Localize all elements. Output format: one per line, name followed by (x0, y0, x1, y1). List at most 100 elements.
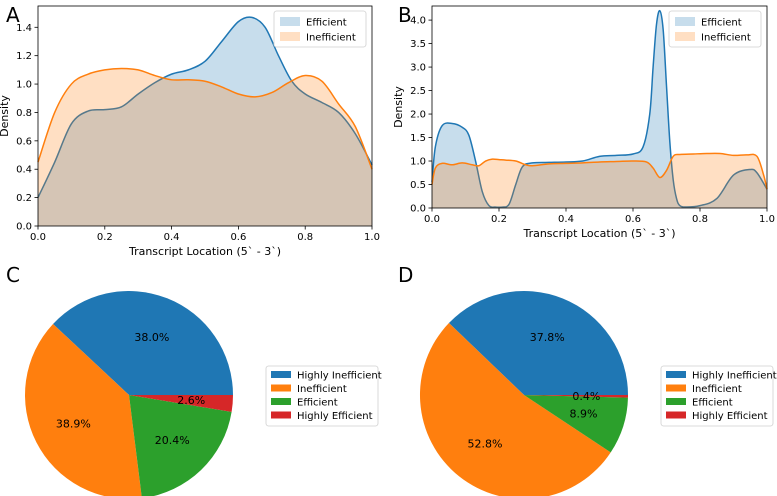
panel-a-y-tick-label: 0.4 (16, 165, 32, 176)
panel-d-legend-label-highly-efficient: Highly Efficient (692, 411, 768, 422)
panel-b-legend-label-efficient: Efficient (701, 18, 742, 29)
panel-b-inefficient-line (431, 152, 768, 190)
panel-b-efficient-line (431, 9, 768, 209)
panel-d-letter: D (398, 263, 413, 287)
panel-b-density-chart: B 0.0 0.2 0.4 0.6 0.8 1.0 0.0 0.5 1.0 1.5 2.0 2.5 3.… (392, 3, 775, 240)
panel-a-y-tick-label: 0.0 (16, 222, 32, 233)
panel-a-legend-swatch-inefficient (280, 32, 300, 41)
panel-c-letter: C (6, 263, 20, 287)
panel-c-legend-label-inefficient: Inefficient (297, 384, 347, 395)
panel-a-inefficient-fill (38, 68, 372, 226)
panel-b-x-axis-label: Transcript Location (5` - 3`) (522, 227, 675, 240)
panel-a-legend-box (273, 10, 367, 48)
panel-a-legend: Efficient Inefficient (273, 10, 367, 48)
panel-d-legend-swatch-highly-efficient (666, 411, 686, 419)
panel-b-axes-frame (431, 5, 768, 209)
panel-b-y-tick-label: 0.5 (410, 180, 426, 191)
panel-c-slice-label-highly-inefficient: 38.0% (134, 331, 169, 344)
panel-d-legend-label-inefficient: Inefficient (692, 384, 742, 395)
panel-d-pie-chart: D 37.8% 52.8% 8.9% 0.4% Highly Inefficient I… (398, 263, 777, 496)
panel-b-x-tick-label: 0.8 (692, 214, 708, 225)
panel-c-slice-highly-efficient (129, 395, 233, 412)
panel-c-slice-inefficient (25, 323, 142, 496)
panel-b-legend-box (668, 10, 762, 48)
panel-d-slice-efficient (524, 395, 628, 453)
panel-c-legend-label-highly-efficient: Highly Efficient (297, 411, 373, 422)
panel-a-legend-swatch-efficient (280, 17, 300, 26)
panel-a-ticks: 0.0 0.2 0.4 0.6 0.8 1.0 0.0 0.2 0.4 0.6 0.8 1.0 1.2 1… (16, 23, 380, 243)
panel-a-y-axis-label: Density (0, 95, 11, 137)
panel-d-legend-label-highly-inefficient: Highly Inefficient (692, 371, 777, 382)
panel-b-y-tick-label: 4.0 (410, 16, 426, 27)
panel-c-slice-label-highly-efficient: 2.6% (177, 394, 205, 407)
panel-b-y-tick-label: 3.0 (410, 63, 426, 74)
panel-a-x-tick-label: 1.0 (364, 232, 380, 243)
panel-b-x-tick-label: 0.4 (558, 214, 574, 225)
panel-a-x-axis-label: Transcript Location (5` - 3`) (128, 245, 281, 258)
panel-b-legend-swatch-efficient (675, 17, 695, 26)
panel-b-letter: B (398, 3, 412, 27)
panel-c-legend-swatch-highly-efficient (271, 411, 291, 419)
panel-b-y-tick-label: 1.5 (410, 133, 426, 144)
panel-c-slice-efficient (129, 395, 232, 496)
panel-b-legend: Efficient Inefficient (668, 10, 762, 48)
panel-d-slice-label-inefficient: 52.8% (468, 438, 503, 451)
panel-a-density-chart: A 0.0 0.2 0.4 0.6 0.8 1.0 0.0 0.2 0.4 0.6 0.8 1.0 1.… (0, 3, 380, 258)
panel-d-legend-label-efficient: Efficient (692, 398, 733, 409)
panel-a-legend-label-efficient: Efficient (306, 18, 347, 29)
panel-b-inefficient-fill (432, 153, 767, 208)
panel-a-axes-frame (37, 5, 373, 227)
panel-d-legend-swatch-efficient (666, 398, 686, 405)
panel-b-x-tick-label: 0.2 (491, 214, 507, 225)
panel-b-y-tick-label: 2.5 (410, 86, 426, 97)
panel-a-x-tick-label: 0.6 (230, 232, 246, 243)
panel-d-slice-label-highly-efficient: 0.4% (572, 390, 600, 403)
panel-a-y-tick-label: 0.8 (16, 108, 32, 119)
panel-b-y-tick-label: 2.0 (410, 110, 426, 121)
panel-b-y-tick-label: 1.0 (410, 157, 426, 168)
panel-b-x-tick-label: 1.0 (759, 214, 775, 225)
panel-b-y-tick-label: 3.5 (410, 39, 426, 50)
panel-d-legend-swatch-highly-inefficient (666, 371, 686, 378)
panel-a-y-tick-label: 0.2 (16, 193, 32, 204)
panel-d-slice-label-highly-inefficient: 37.8% (530, 331, 565, 344)
panel-a-x-tick-label: 0.8 (297, 232, 313, 243)
panel-b-legend-label-inefficient: Inefficient (701, 33, 751, 44)
panel-a-x-tick-label: 0.0 (30, 232, 46, 243)
panel-d-legend-swatch-inefficient (666, 384, 686, 392)
panel-c-slice-label-efficient: 20.4% (155, 434, 190, 447)
panel-d-slice-highly-inefficient (448, 291, 628, 395)
panel-b-y-axis-label: Density (392, 86, 405, 128)
panel-b-y-tick-label: 0.0 (410, 204, 426, 215)
panel-a-x-tick-label: 0.4 (164, 232, 180, 243)
panel-c-legend-label-efficient: Efficient (297, 398, 338, 409)
panel-a-y-tick-label: 1.0 (16, 80, 32, 91)
panel-c-legend-label-highly-inefficient: Highly Inefficient (297, 371, 382, 382)
panel-c-pie-chart: C 38.0% 38.9% 20.4% 2.6% Highly Inefficient… (6, 263, 382, 496)
panel-a-efficient-fill (38, 17, 372, 227)
panel-a-x-tick-label: 0.2 (97, 232, 113, 243)
panel-a-y-tick-label: 0.6 (16, 136, 32, 147)
panel-b-series (431, 9, 768, 209)
panel-a-y-tick-label: 1.2 (16, 51, 32, 62)
panel-a-y-tick-label: 1.4 (16, 23, 32, 34)
panel-b-x-tick-label: 0.6 (625, 214, 641, 225)
panel-c-slice-label-inefficient: 38.9% (56, 417, 91, 430)
panel-a-letter: A (6, 3, 20, 27)
panel-c-slices: 38.0% 38.9% 20.4% 2.6% (25, 291, 233, 496)
panel-b-x-tick-label: 0.0 (424, 214, 440, 225)
panel-d-legend-box (660, 365, 774, 427)
panel-d-slice-label-efficient: 8.9% (570, 408, 598, 421)
panel-d-legend: Highly Inefficient Inefficient Efficient Hi… (660, 365, 777, 427)
panel-b-legend-swatch-inefficient (675, 32, 695, 41)
panel-b-efficient-fill (432, 10, 767, 208)
panel-a-inefficient-line (37, 67, 373, 170)
panel-d-slice-inefficient (420, 323, 611, 496)
panel-c-legend-swatch-efficient (271, 398, 291, 405)
panel-a-series (37, 16, 373, 227)
panel-a-efficient-line (37, 16, 373, 198)
panel-c-slice-highly-inefficient (53, 291, 233, 395)
panel-c-legend-swatch-highly-inefficient (271, 371, 291, 378)
panel-d-slices: 37.8% 52.8% 8.9% 0.4% (420, 291, 629, 496)
